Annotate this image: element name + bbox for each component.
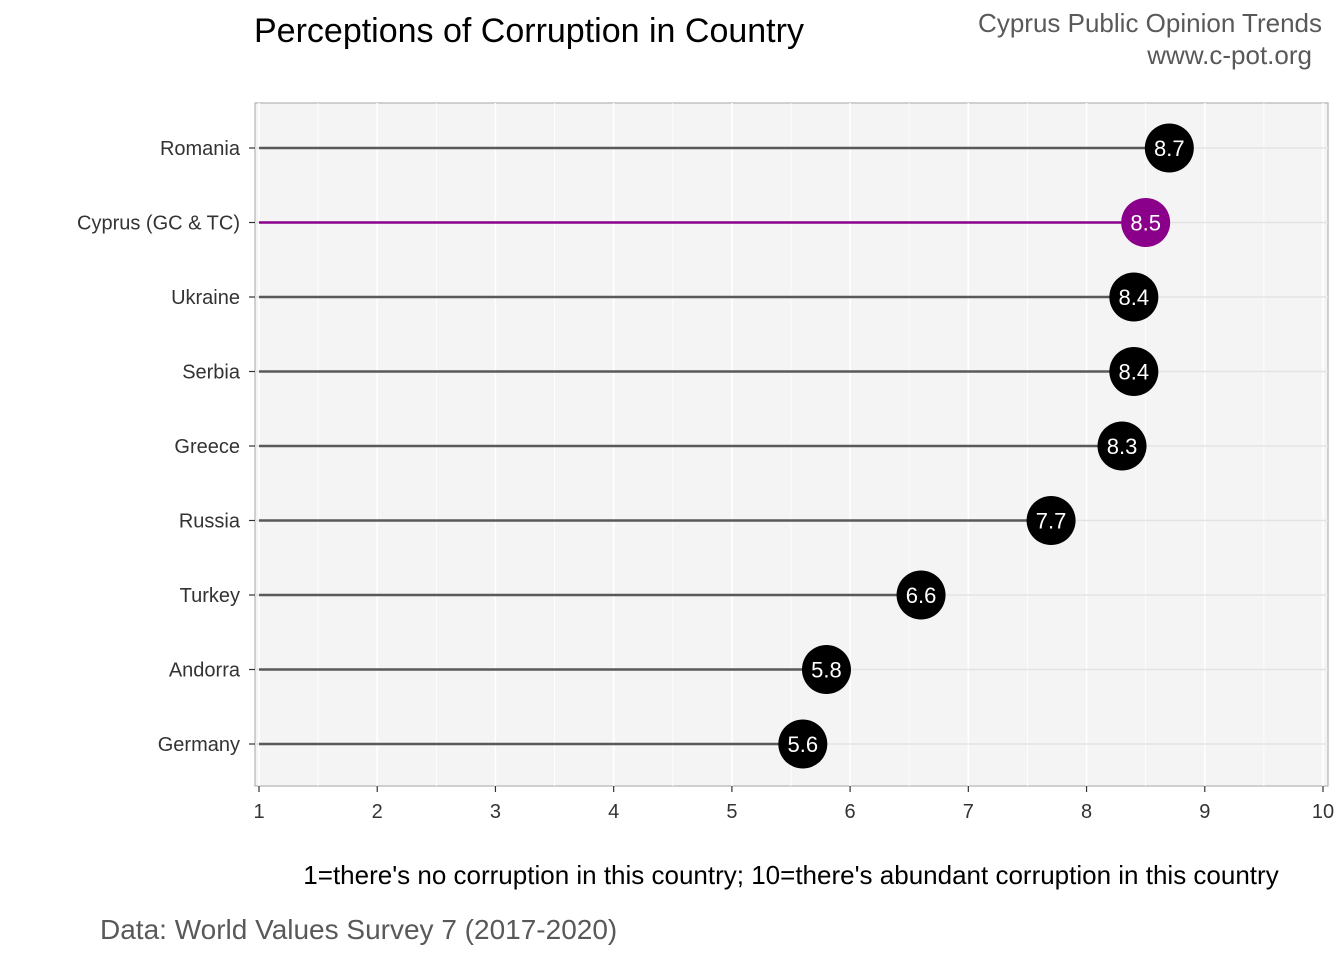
- plot-panel: [254, 102, 1329, 787]
- category-label: Turkey: [180, 585, 240, 607]
- category-label: Russia: [179, 511, 241, 533]
- brand-name: Cyprus Public Opinion Trends: [978, 8, 1322, 38]
- x-axis-label: 1=there's no corruption in this country;…: [303, 860, 1278, 890]
- x-tick-label: 8: [1081, 801, 1092, 823]
- lollipop-dot: [1026, 496, 1076, 545]
- x-axis: 1 2 3 4 5 6 7 8 9 10: [253, 786, 1334, 823]
- lollipop-dot: [1109, 347, 1159, 396]
- value-label: 8.7: [1154, 136, 1185, 161]
- category-label: Greece: [174, 436, 240, 458]
- lollipop-marks: 8.7 8.5 8.4 8.4 8.3 7.7 6.6 5.8 5.6: [259, 123, 1194, 769]
- chart-title: Perceptions of Corruption in Country: [254, 12, 804, 50]
- x-tick-label: 1: [253, 801, 264, 823]
- value-label: 8.4: [1119, 285, 1150, 310]
- x-tick-label: 9: [1199, 801, 1210, 823]
- lollipop-dot: [896, 570, 946, 620]
- x-tick-label: 10: [1312, 801, 1334, 823]
- x-tick-label: 7: [963, 801, 974, 823]
- x-tick-label: 4: [608, 801, 619, 823]
- value-label: 5.6: [788, 732, 819, 757]
- x-tick-label: 6: [845, 801, 856, 823]
- x-tick-label: 3: [490, 801, 501, 823]
- x-tick-label: 2: [372, 801, 383, 823]
- lollipop-dot: [1109, 272, 1159, 322]
- value-label: 8.3: [1107, 434, 1138, 459]
- value-label: 7.7: [1036, 509, 1067, 534]
- value-label: 5.8: [811, 658, 842, 683]
- brand-url[interactable]: www.c-pot.org: [1146, 40, 1312, 70]
- category-label: Ukraine: [171, 287, 240, 309]
- value-label: 8.4: [1119, 360, 1150, 385]
- value-label: 8.5: [1130, 211, 1161, 236]
- lollipop-dot: [801, 645, 851, 694]
- data-source-caption: Data: World Values Survey 7 (2017-2020): [100, 914, 617, 945]
- lollipop-dot: [778, 719, 828, 769]
- category-label: Germany: [158, 734, 240, 756]
- category-label: Romania: [160, 138, 241, 160]
- x-tick-label: 5: [726, 801, 737, 823]
- y-axis: Romania Cyprus (GC & TC) Ukraine Serbia Gree…: [77, 138, 255, 756]
- category-label: Andorra: [169, 660, 241, 682]
- lollipop-dot: [1144, 123, 1194, 173]
- category-label: Serbia: [182, 362, 241, 384]
- lollipop-dot: [1121, 198, 1171, 247]
- value-label: 6.6: [906, 583, 937, 608]
- category-label: Cyprus (GC & TC): [77, 213, 240, 235]
- lollipop-dot: [1097, 421, 1147, 471]
